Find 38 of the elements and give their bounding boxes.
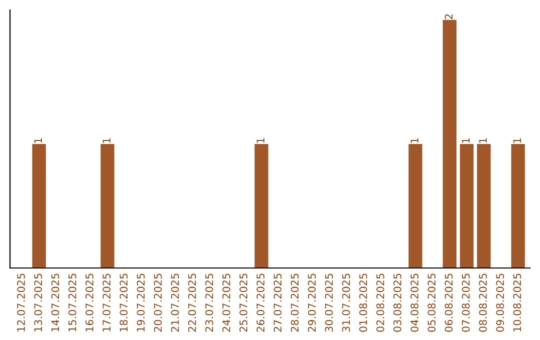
data-label: 1 — [102, 138, 110, 143]
data-label: 1 — [410, 138, 418, 143]
x-tick-label: 27.07.2025 — [274, 274, 282, 332]
x-tick-label: 03.08.2025 — [393, 274, 402, 332]
x-tick-label: 06.08.2025 — [444, 274, 453, 332]
data-label: 1 — [34, 138, 42, 143]
x-tick-label: 04.08.2025 — [410, 274, 418, 332]
x-tick-label: 23.07.2025 — [205, 274, 214, 332]
x-tick-label: 21.07.2025 — [171, 274, 179, 332]
x-tick-label: 24.07.2025 — [222, 274, 230, 332]
x-tick-label: 02.08.2025 — [376, 274, 384, 332]
x-tick-label: 13.07.2025 — [34, 274, 42, 332]
x-tick-label: 22.07.2025 — [188, 274, 196, 332]
data-label: 1 — [513, 138, 521, 143]
x-tick-label: 29.07.2025 — [308, 274, 316, 332]
x-tick-label: 09.08.2025 — [496, 274, 504, 332]
x-tick-label: 20.07.2025 — [154, 274, 162, 332]
data-label: 2 — [444, 14, 453, 20]
x-tick-label: 17.07.2025 — [102, 274, 110, 332]
x-tick-label: 10.08.2025 — [513, 274, 522, 332]
x-tick-label: 26.07.2025 — [256, 274, 264, 332]
data-label: 1 — [462, 138, 470, 143]
x-tick-label: 30.07.2025 — [325, 274, 333, 332]
x-tick-label: 08.08.2025 — [478, 274, 487, 332]
data-label: 1 — [479, 138, 487, 143]
x-tick-label: 07.08.2025 — [462, 274, 470, 332]
x-tick-label: 25.07.2025 — [239, 274, 248, 332]
x-tick-label: 01.08.2025 — [359, 274, 368, 332]
x-tick-label: 28.07.2025 — [290, 274, 299, 332]
x-tick-label: 14.07.2025 — [51, 274, 60, 332]
x-tick-label: 18.07.2025 — [120, 274, 128, 332]
x-tick-label: 05.08.2025 — [428, 274, 436, 332]
x-tick-label: 15.07.2025 — [68, 274, 76, 332]
x-tick-label: 31.07.2025 — [342, 274, 350, 332]
x-tick-label: 19.07.2025 — [136, 274, 145, 332]
x-tick-label: 16.07.2025 — [86, 274, 94, 332]
data-label: 1 — [256, 138, 264, 143]
x-tick-label: 12.07.2025 — [17, 274, 25, 332]
